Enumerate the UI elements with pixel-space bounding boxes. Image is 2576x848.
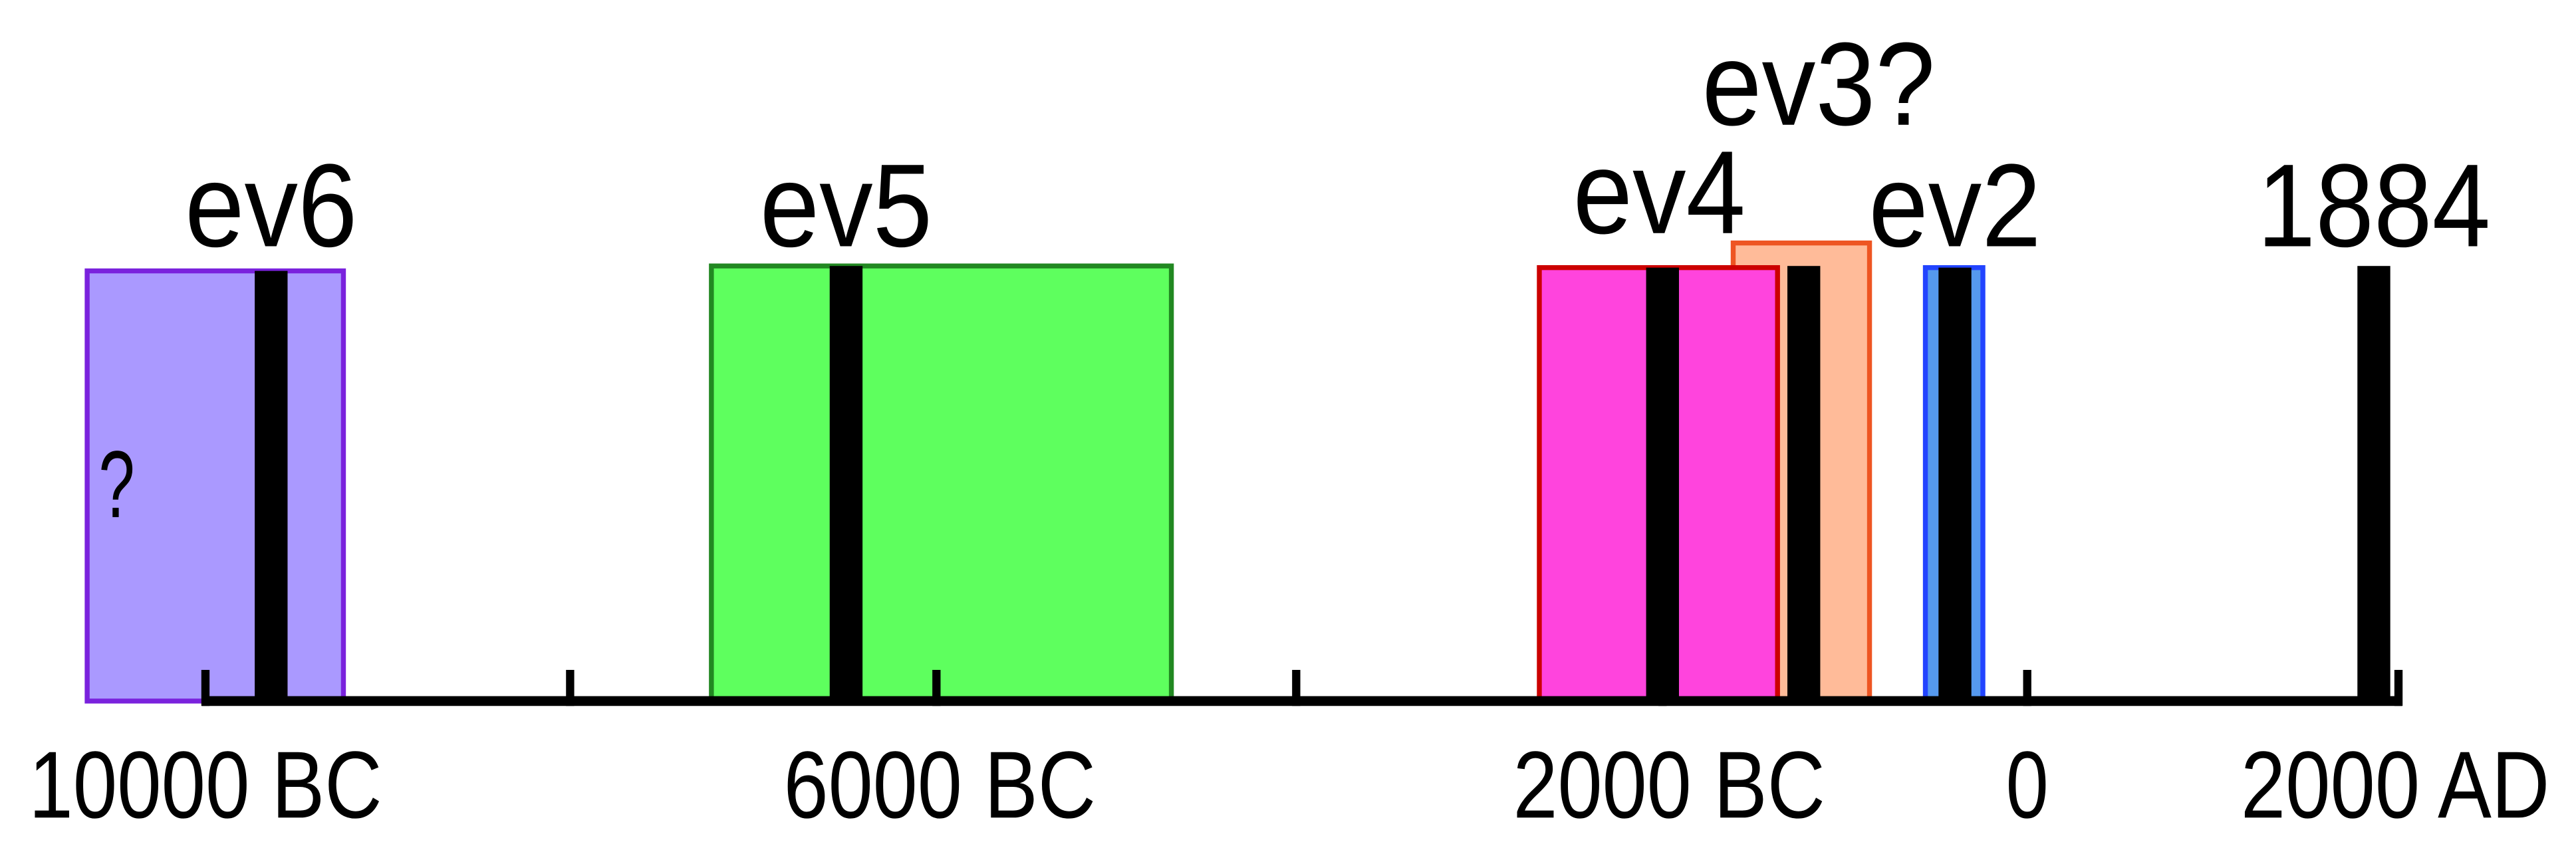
event-label: ev2 xyxy=(1868,140,2041,272)
event-label: ev4 xyxy=(1573,126,1745,259)
era-box xyxy=(84,268,346,704)
axis-ticks xyxy=(201,669,2403,706)
era-box xyxy=(709,263,1174,704)
event-note: ? xyxy=(98,431,134,538)
event-bar xyxy=(1787,266,1821,701)
axis-label: 2000 AD xyxy=(2241,732,2549,838)
axis-label: 0 xyxy=(2006,732,2049,838)
event-bar xyxy=(255,270,288,701)
event-bar xyxy=(829,266,863,701)
event-bar xyxy=(1938,267,1972,701)
event-label: 1884 xyxy=(2257,140,2491,272)
event-bar xyxy=(1646,267,1679,701)
event-label: ev5 xyxy=(760,140,932,272)
event-bar xyxy=(2357,266,2390,701)
axis-label: 2000 BC xyxy=(1513,732,1825,838)
event-label: ev6 xyxy=(185,140,357,272)
axis-label: 6000 BC xyxy=(784,732,1096,838)
axis-label: 10000 BC xyxy=(29,732,382,838)
event-label: ev3? xyxy=(1702,18,1936,150)
